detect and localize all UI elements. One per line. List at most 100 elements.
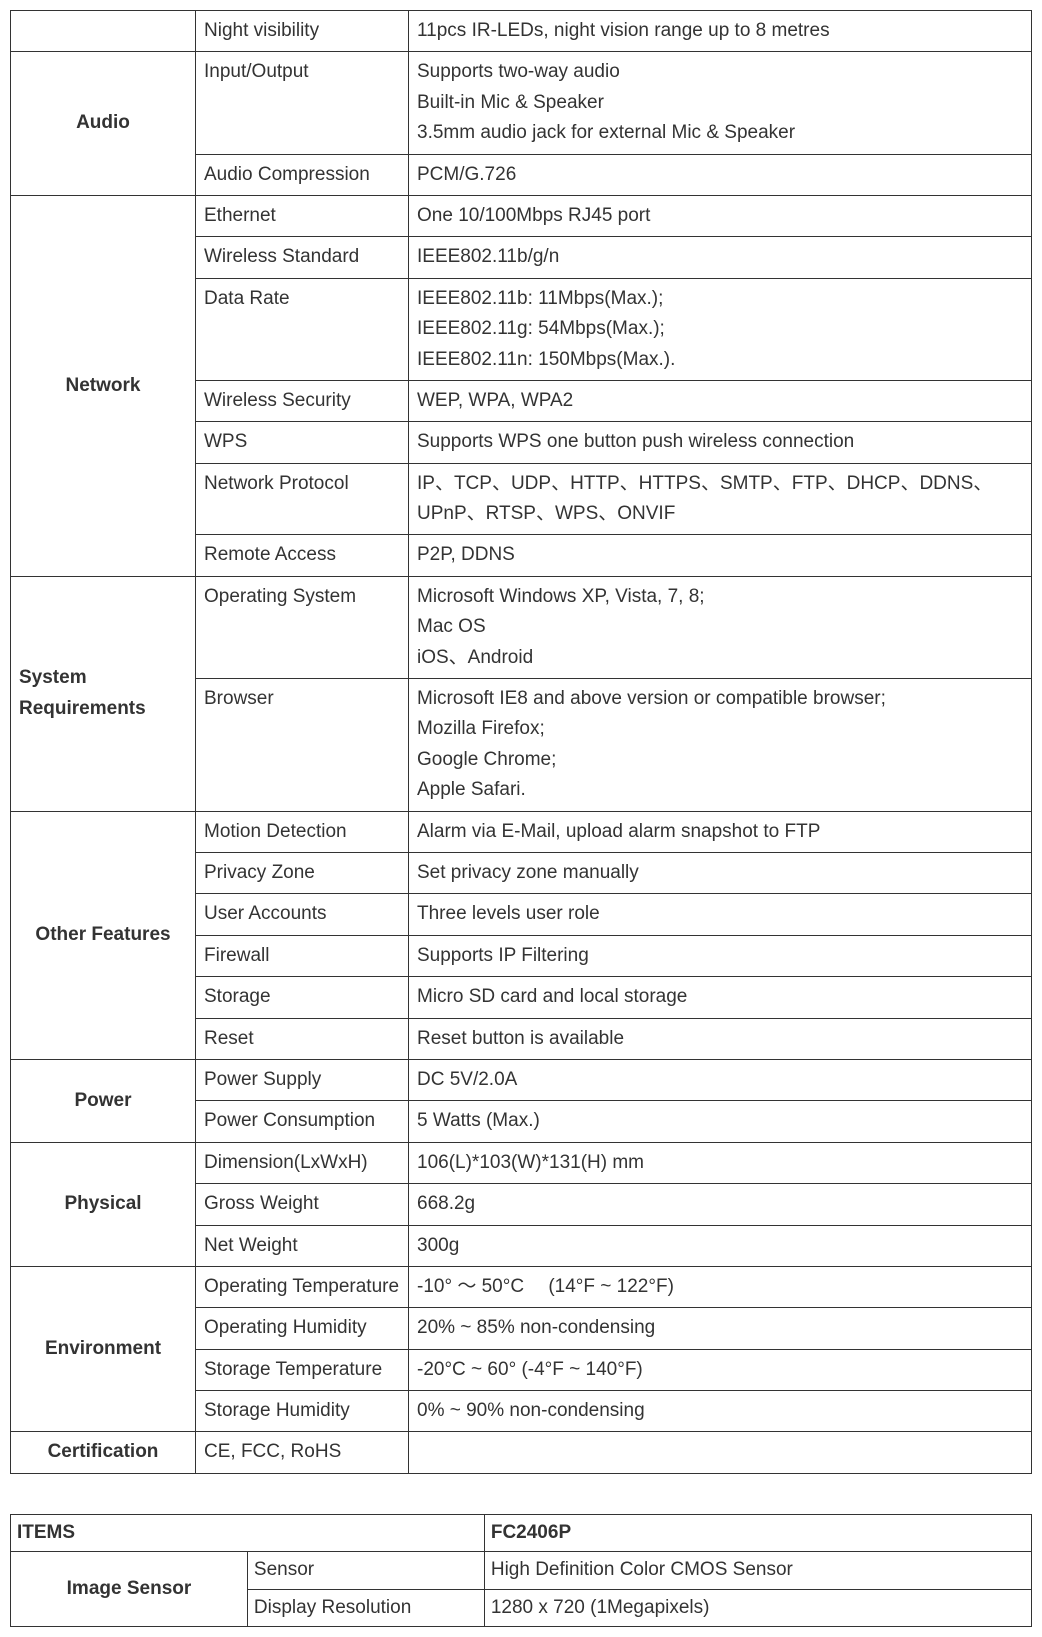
param-cell: CE, FCC, RoHS — [196, 1432, 409, 1473]
spec-table: Night visibility 11pcs IR-LEDs, night vis… — [10, 10, 1032, 1474]
table-row: Other FeaturesMotion DetectionAlarm via … — [11, 811, 1032, 852]
category-cell: Audio — [11, 52, 196, 196]
category-cell: Power — [11, 1059, 196, 1142]
value-line: -10° ～ 50°C (14°F ~ 122°F) — [417, 1272, 1023, 1302]
value-line: Supports two-way audio — [417, 57, 1023, 87]
category-cell: Network — [11, 195, 196, 576]
param-cell: Network Protocol — [196, 463, 409, 535]
value-line: Supports IP Filtering — [417, 941, 1023, 971]
value-line: Micro SD card and local storage — [417, 982, 1023, 1012]
value-line: IEEE802.11g: 54Mbps(Max.); — [417, 314, 1023, 344]
param-cell: Night visibility — [196, 11, 409, 52]
value-cell: Alarm via E-Mail, upload alarm snapshot … — [409, 811, 1032, 852]
value-cell: 5 Watts (Max.) — [409, 1101, 1032, 1142]
value-line: 20% ~ 85% non-condensing — [417, 1313, 1023, 1343]
value-cell: 20% ~ 85% non-condensing — [409, 1308, 1032, 1349]
param-cell: Operating System — [196, 576, 409, 678]
param-cell: Wireless Security — [196, 380, 409, 421]
value-cell: Supports WPS one button push wireless co… — [409, 422, 1032, 463]
value-line: IEEE802.11b/g/n — [417, 242, 1023, 272]
category-cell: Certification — [11, 1432, 196, 1473]
value-cell: 11pcs IR-LEDs, night vision range up to … — [409, 11, 1032, 52]
value-cell: Set privacy zone manually — [409, 852, 1032, 893]
value-cell: 668.2g — [409, 1184, 1032, 1225]
value-cell: Microsoft IE8 and above version or compa… — [409, 679, 1032, 812]
value-cell: 106(L)*103(W)*131(H) mm — [409, 1142, 1032, 1183]
table-row: Night visibility 11pcs IR-LEDs, night vis… — [11, 11, 1032, 52]
value-line: Microsoft IE8 and above version or compa… — [417, 684, 1023, 714]
param-cell: Operating Humidity — [196, 1308, 409, 1349]
table-row: PowerPower SupplyDC 5V/2.0A — [11, 1059, 1032, 1100]
param-cell: Firewall — [196, 935, 409, 976]
param-cell: Power Supply — [196, 1059, 409, 1100]
table-row: EnvironmentOperating Temperature-10° ～ 5… — [11, 1266, 1032, 1307]
items-table: ITEMS FC2406P Image SensorSensorHigh Def… — [10, 1514, 1032, 1627]
value-line: 11pcs IR-LEDs, night vision range up to … — [417, 16, 1023, 46]
category-cell: Physical — [11, 1142, 196, 1266]
value-cell: Micro SD card and local storage — [409, 977, 1032, 1018]
value-cell: One 10/100Mbps RJ45 port — [409, 195, 1032, 236]
value-line: 106(L)*103(W)*131(H) mm — [417, 1148, 1023, 1178]
value-line: Three levels user role — [417, 899, 1023, 929]
value-line: Microsoft Windows XP, Vista, 7, 8; — [417, 582, 1023, 612]
param-cell: Storage — [196, 977, 409, 1018]
value-line: IP、TCP、UDP、HTTP、HTTPS、SMTP、FTP、DHCP、DDNS… — [417, 469, 1023, 530]
value-line: -20°C ~ 60° (-4°F ~ 140°F) — [417, 1355, 1023, 1385]
value-cell: 1280 x 720 (1Megapixels) — [484, 1589, 1031, 1626]
value-line: Alarm via E-Mail, upload alarm snapshot … — [417, 817, 1023, 847]
category-cell: Image Sensor — [11, 1552, 248, 1627]
value-line: P2P, DDNS — [417, 540, 1023, 570]
value-cell: DC 5V/2.0A — [409, 1059, 1032, 1100]
table-row: CertificationCE, FCC, RoHS — [11, 1432, 1032, 1473]
param-cell: WPS — [196, 422, 409, 463]
param-cell: Input/Output — [196, 52, 409, 154]
value-line: DC 5V/2.0A — [417, 1065, 1023, 1095]
value-line: Mac OS — [417, 612, 1023, 642]
param-cell: Storage Temperature — [196, 1349, 409, 1390]
value-line: One 10/100Mbps RJ45 port — [417, 201, 1023, 231]
category-cell: Other Features — [11, 811, 196, 1059]
value-cell: Supports two-way audioBuilt-in Mic & Spe… — [409, 52, 1032, 154]
value-cell: High Definition Color CMOS Sensor — [484, 1552, 1031, 1589]
value-line: Mozilla Firefox; — [417, 714, 1023, 744]
param-cell: Browser — [196, 679, 409, 812]
value-cell: IEEE802.11b/g/n — [409, 237, 1032, 278]
value-line: IEEE802.11b: 11Mbps(Max.); — [417, 284, 1023, 314]
param-cell: Privacy Zone — [196, 852, 409, 893]
value-line: Reset button is available — [417, 1024, 1023, 1054]
value-cell: P2P, DDNS — [409, 535, 1032, 576]
value-cell: IP、TCP、UDP、HTTP、HTTPS、SMTP、FTP、DHCP、DDNS… — [409, 463, 1032, 535]
param-cell: Power Consumption — [196, 1101, 409, 1142]
value-cell: 0% ~ 90% non-condensing — [409, 1391, 1032, 1432]
items-header-right: FC2406P — [484, 1514, 1031, 1551]
value-line: Google Chrome; — [417, 745, 1023, 775]
value-line: 5 Watts (Max.) — [417, 1106, 1023, 1136]
value-line: iOS、Android — [417, 643, 1023, 673]
param-cell: Dimension(LxWxH) — [196, 1142, 409, 1183]
param-cell: Net Weight — [196, 1225, 409, 1266]
param-cell: Data Rate — [196, 278, 409, 380]
value-cell: Microsoft Windows XP, Vista, 7, 8;Mac OS… — [409, 576, 1032, 678]
table-row: Image SensorSensorHigh Definition Color … — [11, 1552, 1032, 1589]
category-cell: Environment — [11, 1266, 196, 1432]
param-cell: Display Resolution — [247, 1589, 484, 1626]
param-cell: Wireless Standard — [196, 237, 409, 278]
value-line: Set privacy zone manually — [417, 858, 1023, 888]
value-line: IEEE802.11n: 150Mbps(Max.). — [417, 345, 1023, 375]
param-cell: Reset — [196, 1018, 409, 1059]
value-cell: Supports IP Filtering — [409, 935, 1032, 976]
param-cell: Remote Access — [196, 535, 409, 576]
param-cell: Motion Detection — [196, 811, 409, 852]
param-cell: Sensor — [247, 1552, 484, 1589]
value-line: 3.5mm audio jack for external Mic & Spea… — [417, 118, 1023, 148]
category-cell: System Requirements — [11, 576, 196, 811]
table-row: AudioInput/OutputSupports two-way audioB… — [11, 52, 1032, 154]
value-cell: -20°C ~ 60° (-4°F ~ 140°F) — [409, 1349, 1032, 1390]
value-line: Supports WPS one button push wireless co… — [417, 427, 1023, 457]
category-cell — [11, 11, 196, 52]
value-line: 300g — [417, 1231, 1023, 1261]
value-line: 0% ~ 90% non-condensing — [417, 1396, 1023, 1426]
value-cell: PCM/G.726 — [409, 154, 1032, 195]
table-row: NetworkEthernetOne 10/100Mbps RJ45 port — [11, 195, 1032, 236]
param-cell: Audio Compression — [196, 154, 409, 195]
